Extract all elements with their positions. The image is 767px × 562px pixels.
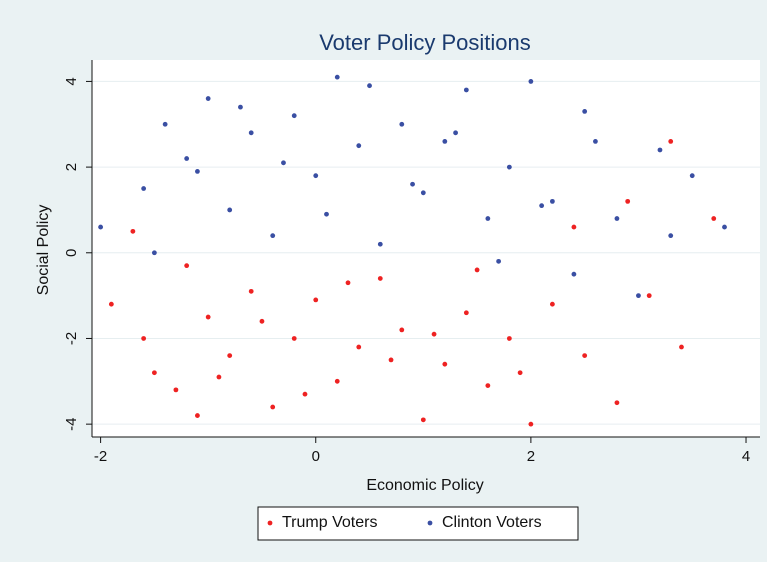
point: [130, 228, 136, 234]
point: [367, 83, 372, 89]
point: [399, 327, 405, 333]
point: [377, 276, 383, 281]
point: [614, 216, 620, 221]
point: [549, 301, 555, 307]
point: [646, 293, 652, 299]
point: [205, 314, 211, 320]
point: [291, 336, 297, 341]
point: [399, 121, 405, 127]
point: [636, 293, 641, 299]
point: [141, 336, 147, 341]
point: [442, 361, 448, 367]
legend-marker: [267, 520, 273, 526]
point: [722, 224, 727, 230]
point: [356, 344, 362, 350]
point: [593, 138, 598, 144]
x-tick-label: -2: [94, 448, 107, 465]
point: [711, 216, 717, 221]
y-tick-label: -4: [63, 417, 80, 430]
point: [162, 121, 168, 127]
point: [324, 211, 329, 217]
y-tick-label: 2: [63, 163, 80, 171]
point: [334, 378, 340, 384]
legend-marker: [427, 520, 433, 526]
point: [539, 203, 545, 209]
point: [528, 421, 534, 427]
point: [345, 280, 351, 286]
legend-label: Trump Voters: [282, 514, 377, 531]
x-tick-label: 2: [527, 448, 535, 465]
point: [248, 288, 254, 294]
point: [506, 164, 512, 170]
point: [420, 417, 426, 423]
y-tick-label: -2: [63, 332, 80, 345]
point: [205, 96, 211, 101]
point: [549, 198, 555, 204]
point: [98, 224, 104, 230]
point: [517, 370, 523, 376]
point: [291, 113, 297, 119]
point: [313, 173, 319, 179]
point: [420, 190, 426, 196]
point: [582, 109, 588, 114]
legend-label: Clinton Voters: [442, 514, 542, 531]
point: [474, 267, 480, 273]
point: [679, 344, 684, 350]
plot-area: [92, 60, 760, 437]
x-tick-label: 4: [742, 448, 750, 465]
point: [485, 216, 491, 221]
point: [571, 224, 577, 230]
point: [184, 156, 190, 161]
point: [582, 353, 588, 359]
point: [227, 353, 233, 359]
point: [270, 404, 276, 410]
point: [431, 331, 437, 337]
x-tick-label: 0: [312, 448, 320, 465]
point: [657, 147, 663, 153]
point: [270, 233, 276, 239]
legend-box: [257, 506, 579, 541]
point: [184, 263, 190, 269]
point: [216, 374, 222, 380]
point: [356, 143, 362, 149]
point: [334, 74, 340, 80]
point: [689, 173, 695, 179]
point: [151, 370, 157, 376]
point: [528, 79, 534, 84]
y-axis-label: Social Policy: [35, 205, 52, 296]
point: [108, 301, 114, 307]
point: [281, 160, 286, 166]
point: [238, 104, 243, 110]
point: [614, 400, 620, 406]
point: [506, 336, 512, 341]
point: [668, 138, 674, 144]
point: [195, 413, 200, 418]
y-tick-label: 4: [63, 77, 80, 85]
point: [571, 271, 577, 277]
point: [151, 250, 157, 256]
x-axis-label: Economic Policy: [366, 477, 483, 494]
point: [442, 138, 448, 144]
point: [173, 387, 179, 393]
point: [302, 391, 308, 397]
point: [259, 318, 265, 324]
point: [195, 168, 200, 174]
point: [453, 130, 458, 136]
point: [388, 357, 394, 363]
point: [313, 297, 319, 303]
point: [248, 130, 254, 136]
point: [410, 181, 415, 187]
point: [377, 241, 383, 247]
point: [496, 258, 502, 264]
point: [485, 383, 491, 388]
point: [625, 198, 631, 204]
point: [463, 87, 469, 93]
point: [668, 233, 674, 239]
chart-title: Voter Policy Positions: [319, 30, 531, 55]
point: [227, 207, 233, 213]
point: [141, 186, 147, 191]
y-tick-label: 0: [63, 249, 80, 257]
point: [463, 310, 469, 316]
